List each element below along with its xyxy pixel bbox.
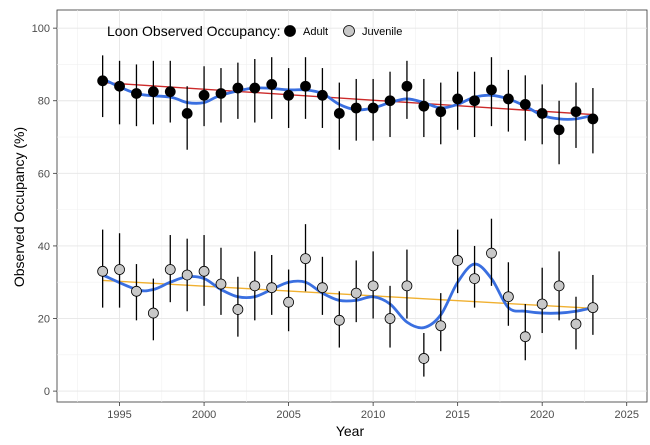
- juvenile-point: [97, 265, 109, 277]
- juvenile-point: [249, 280, 261, 292]
- adult-point: [114, 80, 125, 92]
- juvenile-point: [452, 255, 464, 266]
- adult-point: [147, 86, 159, 98]
- x-tick-label: 2010: [361, 409, 385, 421]
- juvenile-trend-line: [102, 279, 593, 310]
- adult-point: [435, 106, 447, 118]
- juvenile-point: [570, 318, 582, 330]
- adult-trend-line: [102, 81, 593, 116]
- adult-point: [384, 95, 396, 107]
- adult-point: [198, 89, 210, 101]
- plot-panel: [56, 9, 648, 403]
- x-tick-label: 2025: [614, 409, 638, 421]
- trend-lines: [102, 81, 593, 310]
- adult-point: [401, 80, 413, 92]
- adult-point: [164, 86, 176, 98]
- juvenile-point: [266, 282, 278, 294]
- x-tick-label: 2020: [530, 409, 554, 421]
- adult-point: [215, 88, 227, 99]
- adult-point: [131, 88, 142, 99]
- legend: Loon Observed Occupancy: Adult Juvenile: [107, 23, 402, 39]
- juvenile-point: [164, 264, 176, 275]
- juvenile-point: [131, 285, 142, 297]
- adult-point: [249, 82, 261, 94]
- juvenile-point: [486, 247, 497, 259]
- adult-point: [570, 106, 582, 118]
- adult-point: [350, 102, 362, 114]
- adult-point: [587, 113, 599, 125]
- juvenile-point: [435, 320, 447, 332]
- adult-point: [367, 102, 379, 114]
- x-axis-title: Year: [336, 423, 365, 439]
- juvenile-point: [232, 304, 244, 315]
- adult-point: [553, 124, 565, 136]
- adult-point: [181, 108, 193, 119]
- legend-marker-adult: [284, 25, 296, 37]
- y-tick-label: 60: [38, 168, 50, 180]
- juvenile-point: [181, 269, 193, 281]
- adult-point: [418, 100, 430, 112]
- axes: 1995 2000 2005 2010 2015 2020 2025 0 20 40 60 80 100: [32, 23, 639, 421]
- adult-point: [536, 108, 548, 119]
- data-points: [97, 75, 599, 364]
- adult-point: [266, 79, 278, 90]
- juvenile-point: [215, 278, 227, 290]
- adult-point: [232, 82, 244, 94]
- juvenile-point: [502, 291, 514, 303]
- y-tick-label: 100: [32, 23, 50, 35]
- adult-point: [486, 84, 497, 96]
- x-tick-label: 2015: [445, 409, 469, 421]
- juvenile-point: [147, 307, 159, 319]
- adult-point: [333, 108, 345, 119]
- juvenile-point: [553, 280, 565, 292]
- juvenile-point: [317, 282, 328, 294]
- juvenile-point: [469, 273, 480, 284]
- adult-point: [502, 93, 514, 105]
- legend-label-adult: Adult: [303, 26, 328, 38]
- legend-marker-juvenile: [343, 25, 355, 37]
- juvenile-point: [350, 287, 362, 299]
- y-axis-title: Observed Occupancy (%): [11, 127, 27, 287]
- juvenile-point: [333, 314, 345, 326]
- adult-point: [469, 95, 480, 107]
- juvenile-point: [401, 280, 413, 292]
- y-tick-label: 40: [38, 241, 50, 253]
- juvenile-point: [300, 253, 311, 265]
- legend-title: Loon Observed Occupancy:: [107, 23, 281, 39]
- juvenile-point: [283, 296, 295, 308]
- y-tick-label: 0: [44, 386, 50, 398]
- adult-point: [452, 93, 464, 105]
- juvenile-point: [519, 331, 531, 343]
- juvenile-point: [198, 265, 210, 277]
- x-tick-label: 1995: [107, 409, 131, 421]
- juvenile-point: [114, 264, 125, 275]
- juvenile-point: [418, 353, 430, 364]
- adult-point: [519, 98, 531, 110]
- adult-point: [300, 80, 311, 92]
- panel-border: [56, 9, 648, 403]
- juvenile-point: [587, 302, 599, 314]
- x-tick-label: 2000: [192, 409, 216, 421]
- y-tick-label: 20: [38, 314, 50, 326]
- juvenile-point: [367, 280, 379, 292]
- juvenile-point: [384, 313, 396, 324]
- x-tick-label: 2005: [276, 409, 300, 421]
- adult-point: [317, 89, 328, 101]
- juvenile-point: [536, 298, 548, 310]
- adult-point: [283, 89, 295, 101]
- y-tick-label: 80: [38, 96, 50, 108]
- legend-label-juvenile: Juvenile: [362, 26, 402, 38]
- adult-point: [97, 75, 109, 87]
